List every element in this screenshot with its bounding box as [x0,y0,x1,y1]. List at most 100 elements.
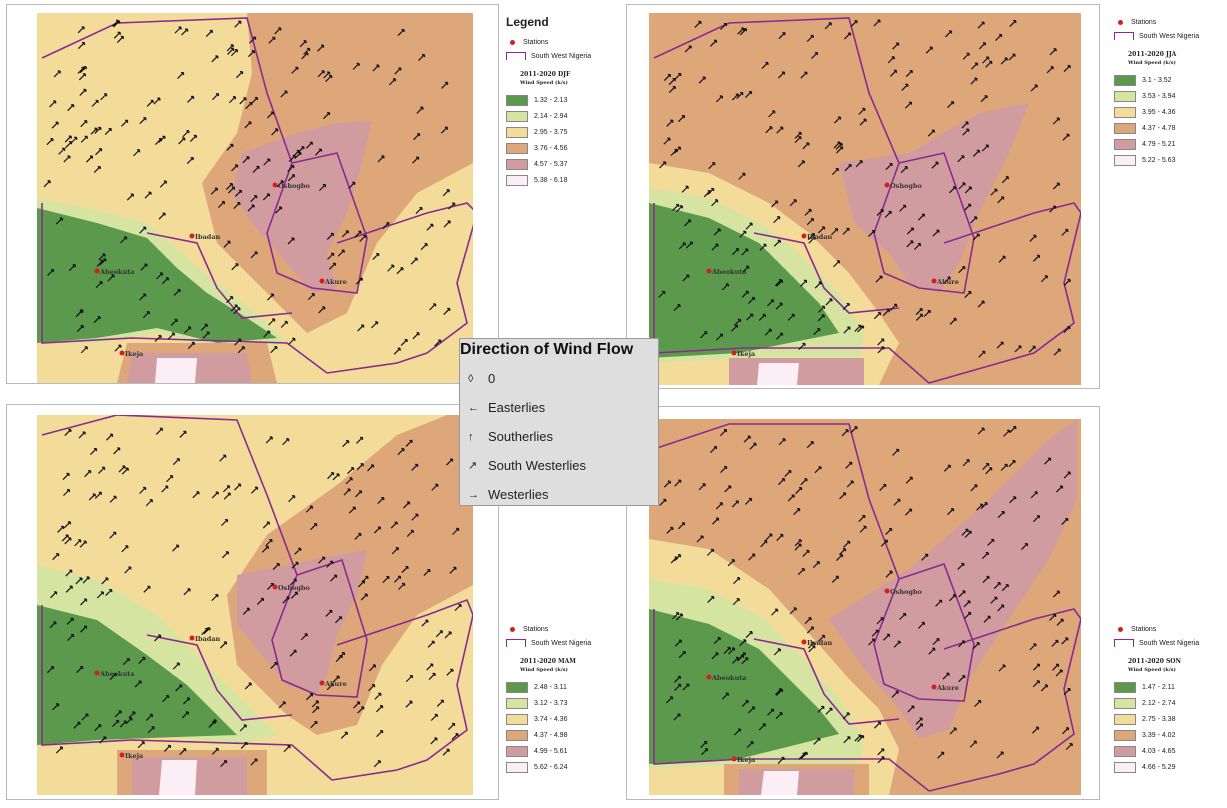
wind-arrow [170,318,178,326]
wind-arrow [96,591,104,599]
wind-arrow [211,747,219,755]
wind-arrow [957,155,965,163]
wind-arrow [719,23,727,31]
wind-arrows-jja [658,19,1071,358]
wind-arrow [666,526,674,534]
wind-arrow [889,69,897,77]
wind-arrow [373,760,381,768]
wind-arrow [831,575,839,583]
wind-arrow [880,539,888,547]
wind-arrow [981,144,989,152]
station-marker [731,350,737,356]
wind-arrow [775,302,783,310]
wind-arrow [65,569,73,577]
wind-arrow [674,683,682,691]
wind-arrow [326,232,334,240]
wind-speed-map-djf: Oshogbo Ibadan Abeokuta Akure Ikeja [37,13,473,383]
wind-arrow [978,42,986,50]
wind-arrow [431,483,439,491]
wind-arrow [1049,48,1057,56]
wind-arrow [398,582,406,590]
zone-class1 [37,208,277,343]
wind-arrow [949,727,957,735]
wind-arrow [1029,643,1037,651]
wind-arrow [265,539,273,547]
wind-arrow [977,21,985,29]
wind-arrow [154,335,162,343]
wind-arrow [353,701,361,709]
wind-arrow [800,751,808,759]
station-marker [884,588,890,594]
wind-arrow [341,230,349,238]
wind-arrow [824,22,832,30]
wind-arrow [682,274,690,282]
stations-label: Stations [1131,625,1157,633]
wind-arrow [250,195,258,203]
wind-arrow [806,218,814,226]
wind-arrow [1029,234,1037,242]
legend-swatch [1114,761,1136,773]
wind-arrow [745,631,753,639]
wind-arrow [106,433,114,441]
wind-arrow [739,639,747,647]
wind-arrow [121,119,129,127]
wind-arrow [1000,57,1008,65]
wind-arrow [442,748,450,756]
wind-arrow [806,441,814,449]
wind-arrow [997,604,1005,612]
wind-arrow [701,748,709,756]
wind-arrow [850,20,858,28]
wind-arrow [675,205,683,213]
wind-flow-label: Westerlies [488,487,549,502]
wind-arrow [230,49,238,57]
wind-arrow [777,756,785,764]
wind-arrow [219,641,227,649]
wind-arrow [140,263,148,271]
legend-class-label: 4.37 - 4.98 [534,731,568,739]
station-marker [884,182,890,188]
wind-arrow [778,71,786,79]
wind-arrow [993,582,1001,590]
wind-arrow [98,466,106,474]
wind-arrow [873,721,882,729]
wind-arrow [684,219,692,227]
wind-arrow [728,647,736,655]
wind-arrow [1014,345,1022,353]
wind-arrow [434,339,442,347]
legend-class-label: 1.47 - 2.11 [1142,683,1175,691]
wind-arrow [368,664,376,672]
wind-arrow [727,559,735,567]
stations-label: Stations [523,625,549,633]
legend-classes: 1.32 - 2.13 2.14 - 2.94 2.95 - 3.75 3.76 - … [506,92,621,188]
wind-arrow [990,596,998,604]
wind-arrow [280,320,288,328]
wind-arrow [328,262,336,270]
wind-arrow [153,97,161,105]
wind-arrow [681,185,689,193]
wind-arrow [234,189,242,197]
wind-arrow [720,465,728,474]
wind-arrow [81,713,89,721]
wind-arrow [205,29,213,37]
wind-arrow [1052,663,1060,671]
legend-class-row: 1.47 - 2.11 [1114,679,1226,695]
wind-arrow [101,577,109,585]
wind-arrow [768,110,776,118]
wind-arrow [731,93,739,101]
wind-arrow [251,486,259,494]
legend-swatch [1114,154,1136,166]
wind-arrow [738,172,746,180]
wind-arrow [179,748,187,756]
station-marker [119,752,125,758]
state-boundaries [653,423,1081,792]
wind-arrow [1032,254,1040,262]
legend-class-row: 4.99 - 5.61 [506,743,621,759]
wind-arrow [873,312,882,320]
wind-arrow [226,296,234,304]
wind-arrow [1062,133,1070,141]
wind-arrow [978,350,986,358]
wind-flow-label: South Westerlies [488,458,587,473]
wind-arrow [739,28,747,36]
wind-arrow [405,675,413,683]
wind-arrow [806,626,814,634]
